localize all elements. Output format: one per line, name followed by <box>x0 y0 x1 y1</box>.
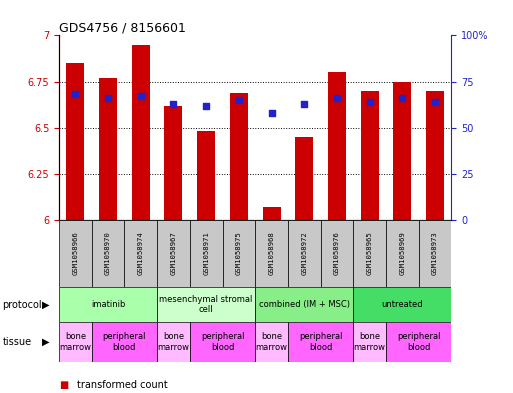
Point <box>398 95 406 101</box>
Bar <box>288 220 321 287</box>
Point <box>431 99 439 105</box>
Bar <box>59 220 92 287</box>
Bar <box>59 287 157 322</box>
Point <box>169 101 177 107</box>
Text: transformed count: transformed count <box>77 380 168 390</box>
Text: protocol: protocol <box>3 299 42 310</box>
Text: combined (IM + MSC): combined (IM + MSC) <box>259 300 350 309</box>
Text: imatinib: imatinib <box>91 300 125 309</box>
Point <box>71 91 80 97</box>
Text: ▶: ▶ <box>42 299 50 310</box>
Bar <box>255 287 353 322</box>
Bar <box>353 322 386 362</box>
Point <box>104 95 112 101</box>
Bar <box>288 322 353 362</box>
Text: GSM1058968: GSM1058968 <box>269 231 274 275</box>
Point <box>267 110 275 116</box>
Bar <box>92 220 125 287</box>
Bar <box>386 220 419 287</box>
Point <box>202 103 210 109</box>
Bar <box>255 322 288 362</box>
Text: GSM1058973: GSM1058973 <box>432 231 438 275</box>
Point <box>333 95 341 101</box>
Text: mesenchymal stromal
cell: mesenchymal stromal cell <box>160 295 253 314</box>
Point <box>300 101 308 107</box>
Text: GDS4756 / 8156601: GDS4756 / 8156601 <box>59 21 186 34</box>
Text: GSM1058971: GSM1058971 <box>203 231 209 275</box>
Bar <box>66 63 84 220</box>
Bar <box>99 78 117 220</box>
Bar <box>190 220 223 287</box>
Text: GSM1058975: GSM1058975 <box>236 231 242 275</box>
Bar <box>295 137 313 220</box>
Text: GSM1058967: GSM1058967 <box>170 231 176 275</box>
Text: GSM1058976: GSM1058976 <box>334 231 340 275</box>
Bar <box>197 131 215 220</box>
Text: bone
marrow: bone marrow <box>60 332 91 352</box>
Bar <box>124 220 157 287</box>
Text: peripheral
blood: peripheral blood <box>397 332 441 352</box>
Text: GSM1058965: GSM1058965 <box>367 231 372 275</box>
Text: peripheral
blood: peripheral blood <box>103 332 146 352</box>
Bar <box>255 220 288 287</box>
Bar <box>353 220 386 287</box>
Bar <box>419 220 451 287</box>
Text: GSM1058970: GSM1058970 <box>105 231 111 275</box>
Bar <box>92 322 157 362</box>
Bar <box>353 287 451 322</box>
Bar <box>386 322 451 362</box>
Text: bone
marrow: bone marrow <box>157 332 189 352</box>
Text: peripheral
blood: peripheral blood <box>299 332 342 352</box>
Bar <box>157 287 255 322</box>
Bar <box>426 91 444 220</box>
Bar <box>190 322 255 362</box>
Bar <box>328 72 346 220</box>
Point <box>235 97 243 103</box>
Point <box>136 93 145 99</box>
Bar <box>157 220 190 287</box>
Bar <box>165 106 183 220</box>
Bar <box>393 82 411 220</box>
Bar <box>132 44 150 220</box>
Bar <box>361 91 379 220</box>
Text: tissue: tissue <box>3 337 32 347</box>
Text: peripheral
blood: peripheral blood <box>201 332 244 352</box>
Point <box>366 99 374 105</box>
Text: GSM1058974: GSM1058974 <box>138 231 144 275</box>
Text: GSM1058966: GSM1058966 <box>72 231 78 275</box>
Bar <box>223 220 255 287</box>
Text: bone
marrow: bone marrow <box>255 332 288 352</box>
Text: ▶: ▶ <box>42 337 50 347</box>
Bar <box>263 207 281 220</box>
Bar <box>321 220 353 287</box>
Text: GSM1058972: GSM1058972 <box>301 231 307 275</box>
Bar <box>230 93 248 220</box>
Text: untreated: untreated <box>382 300 423 309</box>
Bar <box>157 322 190 362</box>
Text: GSM1058969: GSM1058969 <box>400 231 405 275</box>
Bar <box>59 322 92 362</box>
Text: bone
marrow: bone marrow <box>353 332 386 352</box>
Text: ■: ■ <box>59 380 68 390</box>
